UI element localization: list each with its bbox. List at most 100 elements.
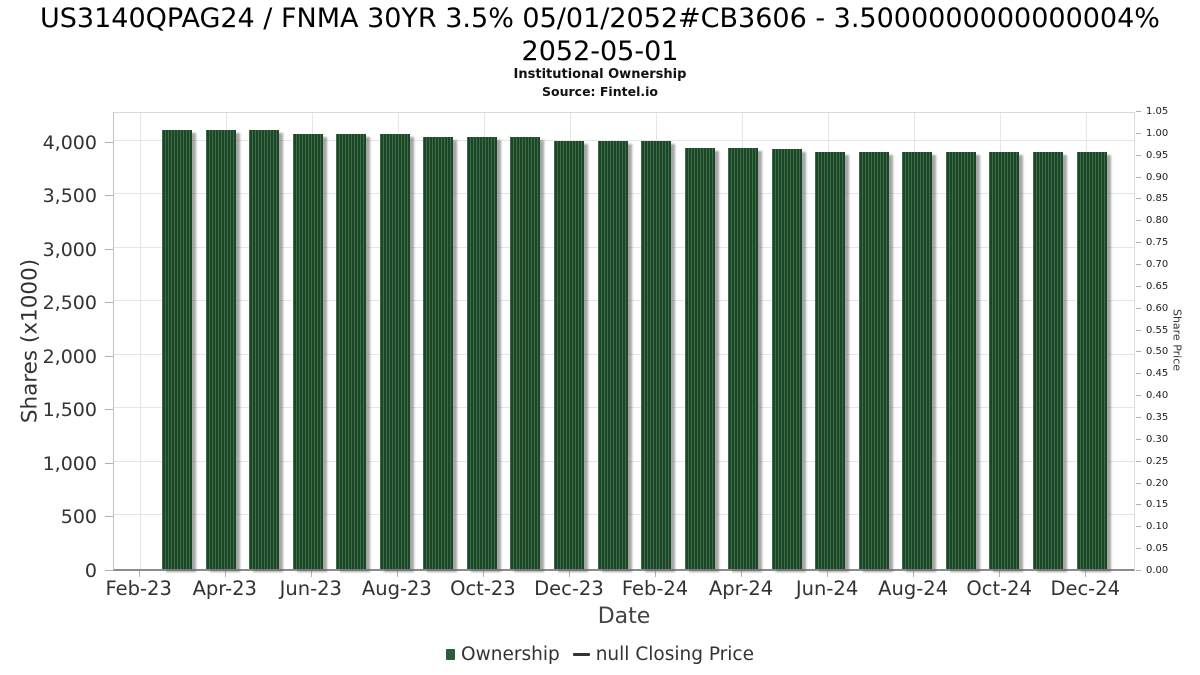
chart-title-line2: 2052-05-01 [521,36,679,67]
x-axis-tick [913,571,915,577]
right-axis-tick-label: 0.25 [1146,455,1169,467]
y-axis-tick [105,462,113,464]
right-axis-tick [1136,548,1141,550]
right-axis-tick [1136,526,1141,528]
closing-price-series-marker-icon [572,653,590,656]
ownership-bar-Feb-23[interactable] [162,130,192,569]
right-axis-tick [1136,417,1141,418]
right-axis-tick-label: 0.15 [1146,499,1169,511]
x-axis-tick [224,571,226,577]
y-axis-tick [105,302,113,304]
x-axis-tick [568,571,570,577]
right-axis-tick [1136,220,1141,222]
right-axis-tick [1136,242,1141,244]
ownership-bar-Sep-23[interactable] [466,136,497,569]
x-axis-tick-label: Feb-23 [105,577,172,600]
ownership-bar-Aug-24[interactable] [945,151,976,569]
ownership-bar-Oct-24[interactable] [1033,151,1063,569]
ownership-bar-Apr-24[interactable] [771,148,802,569]
right-axis-tick-label: 0.90 [1146,171,1169,183]
right-axis-tick-label: 0.60 [1146,302,1169,314]
right-axis-tick [1136,264,1141,265]
ownership-bar-Sep-24[interactable] [989,151,1020,569]
right-axis-tick-label: 0.80 [1146,215,1169,227]
right-axis-tick-label: 0.65 [1146,280,1169,292]
x-axis-tick-label: Dec-24 [1050,577,1121,600]
y-axis-right: 0.00 0.05 0.10 0.15 0.20 0.25 0.30 0.35 0.40 0.45… [1136,106,1200,576]
x-axis: Feb-23 Apr-23 Jun-23 Aug-23 Oct-23 Dec-23 Feb-… [106,571,1135,605]
y-axis-tick [105,141,113,143]
right-axis-tick-label: 0.50 [1146,346,1169,358]
right-axis-tick-label: 0.40 [1146,390,1169,402]
y-axis-tick [105,570,113,571]
ownership-bar-Jun-24[interactable] [858,151,889,569]
right-axis-tick [1136,132,1141,134]
right-axis-tick [1136,570,1141,571]
right-axis-tick-label: 0.10 [1146,521,1169,533]
y-axis-tick-label: 1,500 [42,399,97,422]
right-axis-tick-label: 1.05 [1146,106,1169,117]
x-axis-tick-label: Jun-23 [279,577,342,600]
ownership-bar-Jul-24[interactable] [902,151,933,569]
x-axis-tick-label: Oct-24 [966,577,1032,600]
h-gridline [114,139,1134,141]
ownership-bar-Feb-24[interactable] [684,148,715,569]
ownership-bar-Jun-23[interactable] [336,134,367,569]
right-axis-tick-label: 0.55 [1146,324,1169,336]
right-axis-tick [1136,395,1141,397]
y-axis-tick-label: 3,500 [42,185,97,208]
right-axis-tick [1136,460,1141,462]
x-axis-tick [396,571,398,577]
right-axis-tick-label: 0.75 [1146,237,1169,249]
y-axis-tick-label: 500 [60,506,97,529]
y-axis-tick [105,355,113,357]
right-axis-tick-label: 0.35 [1146,412,1169,423]
right-axis-tick-label: 0.45 [1146,368,1169,380]
x-axis-tick [827,571,829,577]
x-axis-tick [138,571,140,577]
x-axis-tick [1085,571,1087,577]
legend-label-closing-price: null Closing Price [595,644,754,665]
x-axis-tick-label: Jun-24 [795,577,859,600]
y-axis-left: 0 500 1,000 1,500 2,000 2,500 3,000 3,500 4,000 [0,112,113,582]
ownership-bar-Nov-24[interactable] [1076,151,1107,569]
ownership-bar-Apr-23[interactable] [249,130,280,569]
y-axis-tick-label: 0 [84,560,97,582]
y-axis-tick-label: 4,000 [42,131,97,154]
right-axis-tick [1136,329,1141,331]
chart-subtitle: Institutional Ownership [513,67,687,82]
chart-title-line1: US3140QPAG24 / FNMA 30YR 3.5% 05/01/2052… [40,3,1160,34]
x-axis-tick-label: Aug-24 [878,577,949,600]
right-axis-tick [1136,176,1141,178]
right-axis-tick-label: 0.20 [1146,477,1169,489]
ownership-bar-Oct-23[interactable] [510,137,541,569]
ownership-bar-Jan-24[interactable] [641,140,672,569]
right-axis-tick-label: 0.70 [1146,259,1169,270]
x-axis-tick [482,571,484,577]
ownership-bar-May-24[interactable] [815,151,846,569]
right-axis-tick [1136,154,1141,156]
ownership-bar-May-23[interactable] [292,134,323,569]
x-axis-tick-label: Aug-23 [361,577,432,600]
legend-item-ownership[interactable]: Ownership [446,644,560,665]
x-axis-title: Date [597,604,651,629]
y-axis-tick [105,195,113,197]
ownership-bar-Dec-23[interactable] [597,140,628,569]
legend-item-closing-price[interactable]: null Closing Price [572,644,754,665]
v-gridline [139,113,141,569]
right-axis-tick [1136,307,1141,309]
ownership-bar-Mar-23[interactable] [205,130,236,569]
legend: Ownership null Closing Price [0,644,1200,665]
right-axis-tick-label: 1.00 [1146,127,1169,139]
ownership-bar-Jul-23[interactable] [379,134,410,569]
right-axis-tick [1136,351,1141,353]
ownership-bar-Nov-23[interactable] [553,140,584,569]
x-axis-tick-label: Apr-24 [708,577,774,600]
right-axis-tick-label: 0.05 [1146,543,1169,555]
y-axis-tick [105,516,113,518]
right-axis-tick [1136,373,1141,375]
ownership-bar-Aug-23[interactable] [423,136,454,569]
ownership-bar-Mar-24[interactable] [728,148,759,569]
x-axis-tick-label: Feb-24 [621,577,689,600]
